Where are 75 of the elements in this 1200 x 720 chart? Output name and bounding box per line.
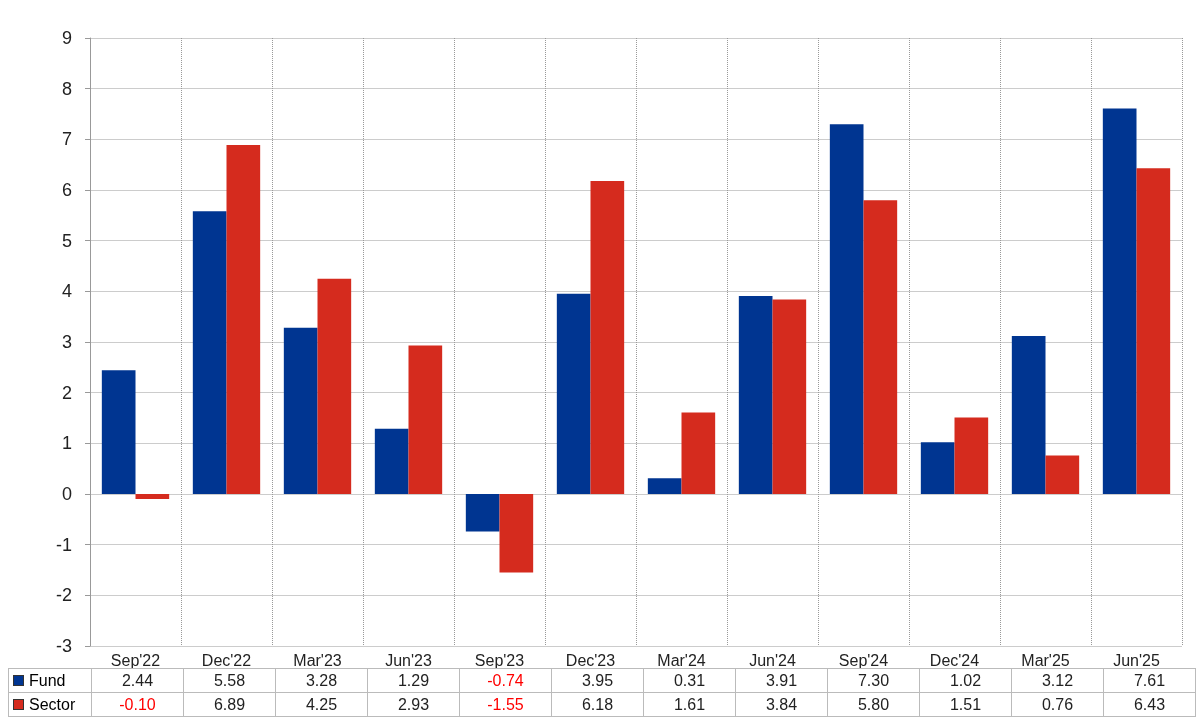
bar bbox=[920, 442, 955, 494]
y-tick-label: 3 bbox=[61, 332, 72, 352]
bar bbox=[1136, 168, 1171, 494]
data-label: 7.61 bbox=[1103, 668, 1196, 693]
data-label: 3.91 bbox=[735, 668, 828, 693]
data-label: 2.93 bbox=[367, 692, 460, 717]
x-tick-label: Mar'25 bbox=[1021, 651, 1070, 669]
bar bbox=[374, 428, 409, 494]
bar bbox=[590, 180, 625, 494]
legend-label: Fund bbox=[8, 668, 92, 693]
y-tick-label: -1 bbox=[55, 534, 72, 555]
data-label: 2.44 bbox=[91, 668, 184, 693]
bar bbox=[1045, 455, 1080, 494]
y-tick-label: -3 bbox=[55, 636, 72, 656]
bar bbox=[317, 278, 352, 494]
data-label: 3.12 bbox=[1011, 668, 1104, 693]
data-label: -0.10 bbox=[91, 692, 184, 717]
data-label: 1.29 bbox=[367, 668, 460, 693]
y-tick-label: 9 bbox=[61, 28, 72, 48]
data-label: 5.58 bbox=[183, 668, 276, 693]
bar bbox=[226, 144, 261, 494]
x-tick-label: Sep'24 bbox=[838, 651, 889, 669]
bar bbox=[738, 295, 773, 494]
x-tick-label: Jun'24 bbox=[749, 651, 796, 669]
bar bbox=[499, 494, 534, 573]
data-label: 1.02 bbox=[919, 668, 1012, 693]
data-label: 0.31 bbox=[643, 668, 736, 693]
bar bbox=[465, 494, 500, 532]
bar bbox=[863, 200, 898, 494]
data-label: 3.28 bbox=[275, 668, 368, 693]
y-tick-label: 6 bbox=[61, 180, 72, 200]
data-label: 3.84 bbox=[735, 692, 828, 717]
x-tick-label: Mar'24 bbox=[657, 651, 706, 669]
x-tick-label: Dec'24 bbox=[929, 651, 980, 669]
data-label: -0.74 bbox=[459, 668, 552, 693]
data-label: 4.25 bbox=[275, 692, 368, 717]
y-tick-label: 7 bbox=[61, 129, 72, 150]
data-label: 7.30 bbox=[827, 668, 920, 693]
bar bbox=[283, 327, 318, 494]
bar bbox=[135, 494, 170, 500]
data-label: 1.61 bbox=[643, 692, 736, 717]
x-tick-label: Sep'23 bbox=[474, 651, 525, 669]
y-tick-label: 0 bbox=[61, 484, 72, 504]
x-tick-label: Sep'22 bbox=[110, 651, 161, 669]
y-tick-label: 1 bbox=[61, 433, 72, 454]
y-tick-label: 8 bbox=[61, 78, 72, 99]
data-label: 5.80 bbox=[827, 692, 920, 717]
x-tick-label: Dec'23 bbox=[565, 651, 616, 669]
y-tick-label: 5 bbox=[61, 230, 72, 251]
data-label: 0.76 bbox=[1011, 692, 1104, 717]
bar bbox=[408, 345, 443, 494]
x-tick-label: Mar'23 bbox=[293, 651, 342, 669]
data-label: 1.51 bbox=[919, 692, 1012, 717]
data-label: 3.95 bbox=[551, 668, 644, 693]
data-label: 6.43 bbox=[1103, 692, 1196, 717]
data-label: 6.89 bbox=[183, 692, 276, 717]
bar bbox=[772, 299, 807, 494]
x-tick-label: Jun'23 bbox=[385, 651, 432, 669]
y-tick-label: 2 bbox=[61, 382, 72, 403]
x-tick-label: Jun'25 bbox=[1113, 651, 1160, 669]
bar bbox=[1102, 108, 1137, 494]
x-tick-label: Dec'22 bbox=[201, 651, 252, 669]
y-tick-label: 4 bbox=[61, 281, 72, 302]
data-label: 6.18 bbox=[551, 692, 644, 717]
bar bbox=[647, 478, 682, 494]
bar bbox=[1011, 335, 1046, 494]
legend-label: Sector bbox=[8, 692, 92, 717]
bar bbox=[192, 211, 227, 494]
y-tick-label: -2 bbox=[55, 585, 72, 606]
bar bbox=[101, 370, 136, 494]
data-label: -1.55 bbox=[459, 692, 552, 717]
bar bbox=[829, 124, 864, 494]
bar bbox=[681, 412, 716, 494]
bar bbox=[954, 417, 989, 494]
bar bbox=[556, 293, 591, 494]
